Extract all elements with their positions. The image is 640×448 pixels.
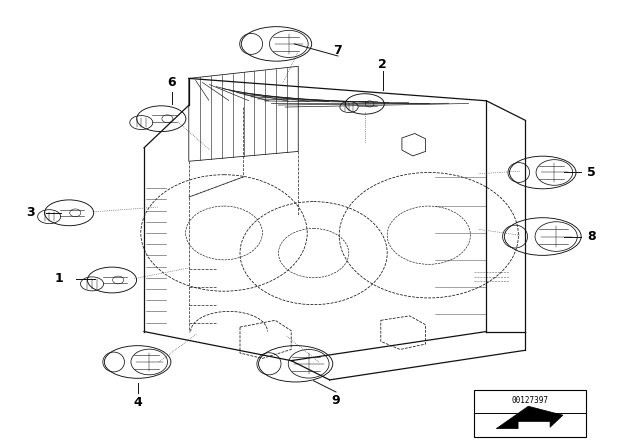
- Bar: [474, 390, 586, 437]
- Text: 00127397: 00127397: [511, 396, 548, 405]
- Text: 8: 8: [587, 230, 596, 243]
- Text: 9: 9: [332, 394, 340, 408]
- Text: 6: 6: [167, 76, 176, 90]
- Polygon shape: [497, 406, 563, 429]
- Text: 3: 3: [26, 206, 35, 220]
- Text: 2: 2: [378, 58, 387, 72]
- Text: 5: 5: [587, 166, 596, 179]
- Text: 1: 1: [54, 272, 63, 285]
- Text: 4: 4: [133, 396, 142, 409]
- Text: 7: 7: [333, 43, 342, 57]
